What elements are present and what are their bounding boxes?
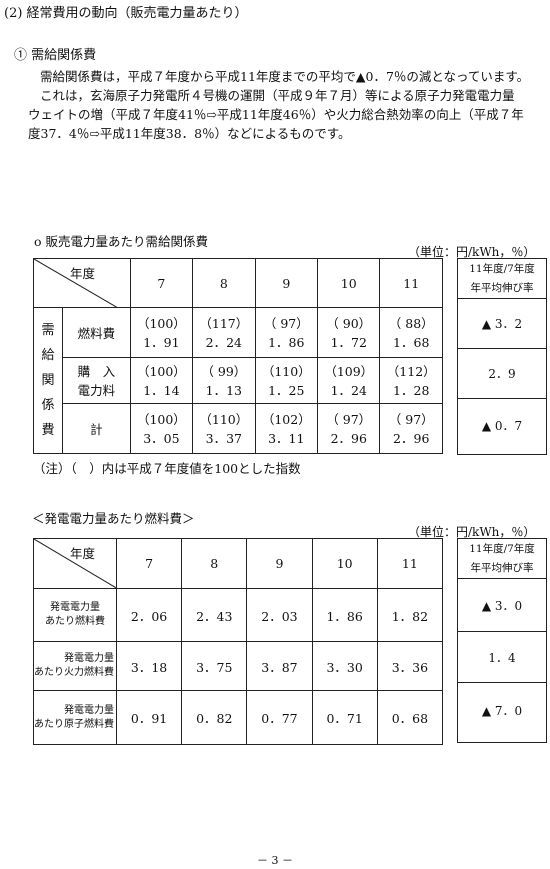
- table1-cell: （ 97） 2．96: [317, 403, 381, 454]
- table2-row-label-fuel: 発電電力量 あたり燃料費: [33, 588, 117, 642]
- section-heading: (2) 経常費用の動向（販売電力量あたり）: [4, 6, 248, 21]
- paragraph-line-2: これは，玄海原子力発電所４号機の運開（平成９年７月）等による原子力発電電力量: [40, 88, 515, 103]
- table2-caption: ＜発電電力量あたり燃料費＞: [32, 511, 195, 526]
- table2: 年度 7 8 9 10 11 発電電力量 あたり燃料費 2．06 2．43 2．0…: [33, 538, 444, 745]
- diagonal-line: [34, 539, 118, 589]
- diagonal-line: [34, 259, 118, 308]
- subsection-heading: ① 需給関係費: [14, 48, 97, 63]
- table2-cell: 2．43: [181, 588, 248, 642]
- table1-rate-box: 11年度/7年度 年平均伸び率 ▲ 3．2 2．9 ▲ 0．7: [457, 258, 547, 455]
- table1-cell: （102） 3．11: [254, 403, 319, 454]
- table1-rate-purchase: 2．9: [458, 349, 546, 399]
- table2-cell: 3．30: [311, 641, 378, 691]
- table1-cell: （100） 1．14: [129, 357, 194, 404]
- table2-cell: 3．36: [376, 641, 444, 691]
- table1-cell: （109） 1．24: [317, 357, 381, 404]
- table1-year-11: 11: [379, 258, 443, 308]
- table2-cell: 1．86: [311, 588, 378, 642]
- table2-unit: （単位：円/kWh，％）: [408, 525, 536, 539]
- table1-cell: （110） 1．25: [254, 357, 319, 404]
- table2-cell: 0．82: [181, 690, 248, 745]
- paragraph-line-4: 度37．4％⇨平成11年度38．8％）などによるものです。: [28, 126, 351, 141]
- table1-cell: （ 97） 2．96: [379, 403, 443, 454]
- table2-rate-header: 11年度/7年度 年平均伸び率: [458, 539, 546, 579]
- table2-cell: 3．87: [246, 641, 313, 691]
- table2-cell: 2．03: [246, 588, 313, 642]
- table2-year-11: 11: [376, 538, 444, 589]
- table1-row-label-fuel: 燃料費: [62, 307, 131, 358]
- table2-rate-nuclear: ▲ 7．0: [481, 703, 523, 718]
- table1-group-label: 需給関係費: [33, 307, 63, 454]
- paragraph-line-3: ウェイトの増（平成７年度41％⇨平成11年度46％）や火力総合熱効率の向上（平成…: [28, 107, 524, 122]
- table2-cell: 2．06: [115, 588, 183, 642]
- table2-rate-fuel: ▲ 3．0: [458, 579, 546, 632]
- table1-cell: （100） 3．05: [129, 403, 194, 454]
- table1-cell: （ 88） 1．68: [379, 307, 443, 358]
- table1-year-7: 7: [129, 258, 194, 308]
- table1-year-9: 9: [254, 258, 319, 308]
- table2-row-label-nuclear: 発電電力量 あたり原子燃料費: [33, 690, 117, 745]
- table2-corner-label: 年度: [70, 546, 96, 561]
- table1-rate-header: 11年度/7年度 年平均伸び率: [458, 259, 546, 299]
- table1-year-8: 8: [192, 258, 256, 308]
- table2-year-7: 7: [115, 538, 183, 589]
- table1: 年度 7 8 9 10 11 需給関係費 燃料費 （100） 1．91 （117）…: [33, 258, 443, 454]
- table1-caption: o 販売電力量あたり需給関係費: [34, 234, 208, 249]
- table1-rate-fuel: ▲ 3．2: [458, 299, 546, 349]
- table2-year-9: 9: [246, 538, 313, 589]
- table2-cell: 3．18: [115, 641, 183, 691]
- table1-cell: （110） 3．37: [192, 403, 256, 454]
- table1-cell: （117） 2．24: [192, 307, 256, 358]
- table1-year-10: 10: [317, 258, 381, 308]
- table2-rate-thermal: 1．4: [458, 632, 546, 683]
- table2-cell: 0．68: [376, 690, 444, 745]
- table1-cell: （ 97） 1．86: [254, 307, 319, 358]
- paragraph-line-1: 需給関係費は，平成７年度から平成11年度までの平均で▲0．7％の減となっています…: [40, 69, 530, 84]
- table2-cell: 0．71: [311, 690, 378, 745]
- table2-year-10: 10: [311, 538, 378, 589]
- table1-corner-label: 年度: [70, 266, 96, 281]
- page-number: － 3 －: [257, 854, 293, 867]
- table1-cell: （ 99） 1．13: [192, 357, 256, 404]
- table2-year-8: 8: [181, 538, 248, 589]
- table2-cell: 0．77: [246, 690, 313, 745]
- table1-cell: （112） 1．28: [379, 357, 443, 404]
- table1-corner: 年度: [33, 258, 131, 308]
- table1-row-label-purchase: 購 入電力料: [62, 357, 131, 404]
- table1-cell: （100） 1．91: [129, 307, 194, 358]
- table1-row-label-total: 計: [62, 403, 131, 454]
- table2-corner: 年度: [33, 538, 118, 589]
- table2-cell: 0．91: [115, 690, 183, 745]
- table1-note: （注）（ ）内は平成７年度値を100とした指数: [33, 461, 301, 476]
- table2-cell: 1．82: [376, 588, 444, 642]
- table1-unit: （単位：円/kWh，％）: [408, 245, 536, 259]
- table1-rate-total: ▲ 0．7: [481, 419, 523, 433]
- table1-cell: （ 90） 1．72: [317, 307, 381, 358]
- table2-rate-box: 11年度/7年度 年平均伸び率 ▲ 3．0 1．4 ▲ 7．0: [457, 538, 547, 743]
- table2-cell: 3．75: [181, 641, 248, 691]
- table2-row-label-thermal: 発電電力量 あたり火力燃料費: [33, 641, 117, 691]
